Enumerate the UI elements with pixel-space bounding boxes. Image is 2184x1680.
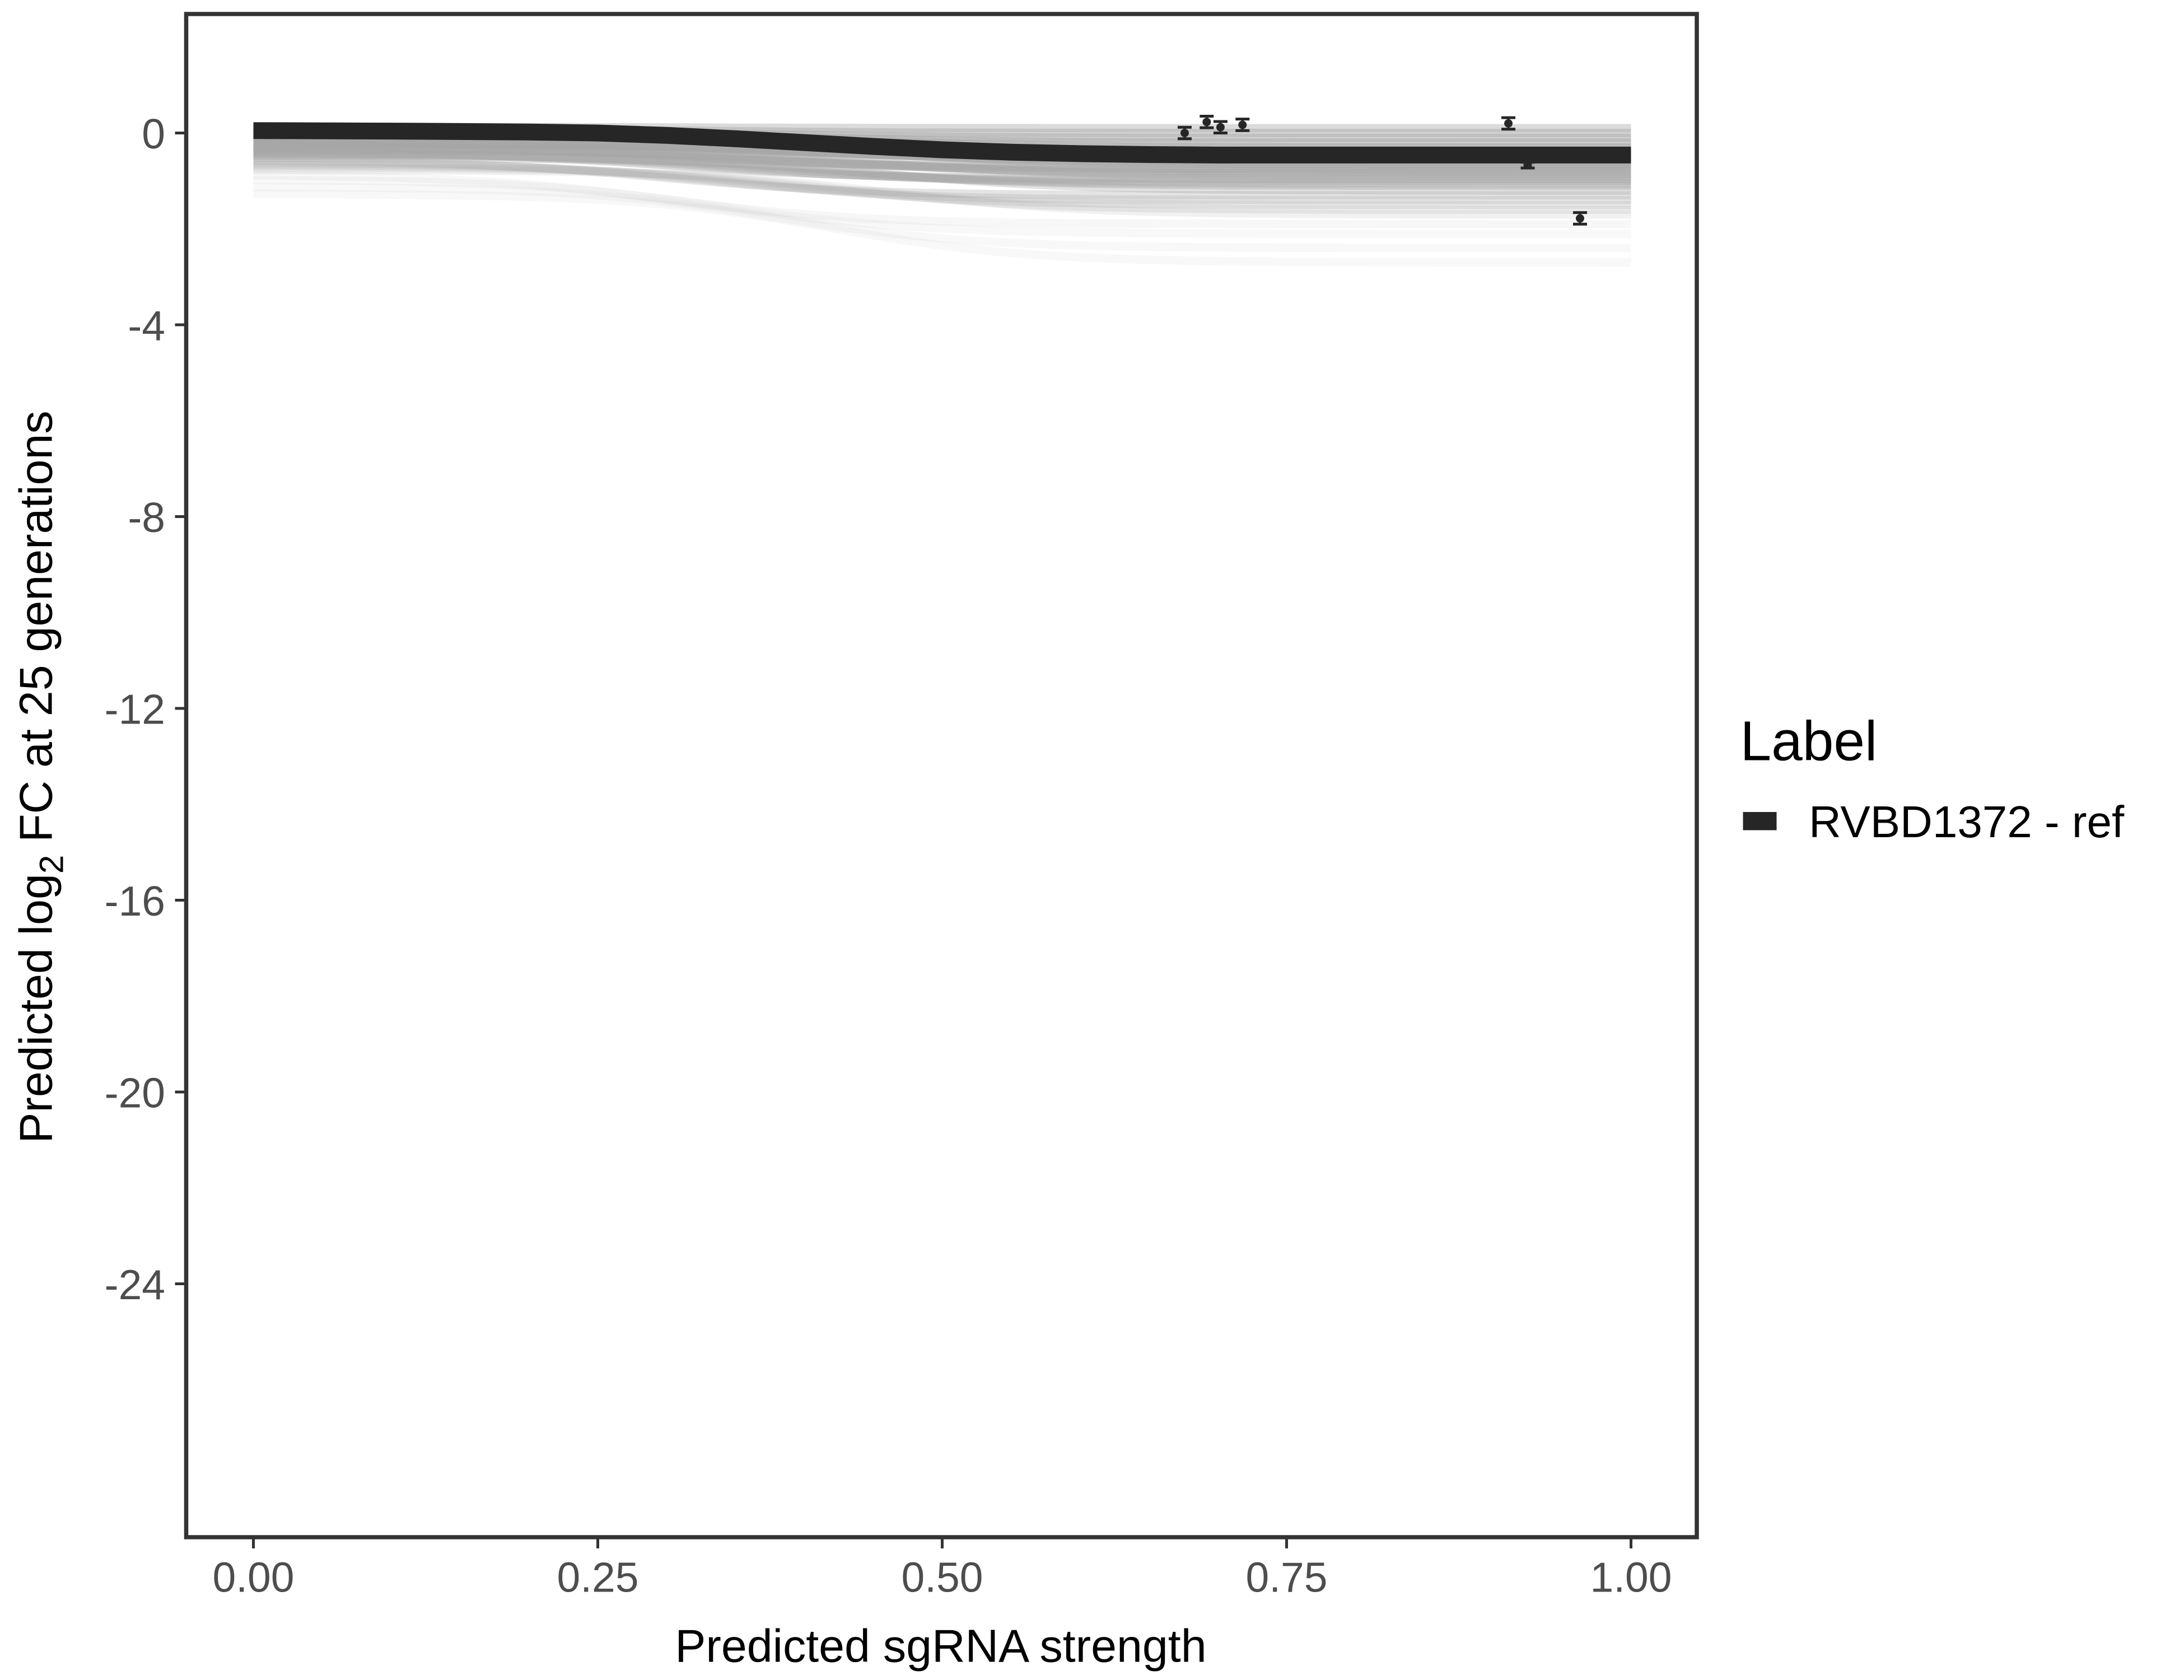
data-point	[1501, 116, 1516, 131]
posterior-draw-line	[253, 144, 1631, 176]
posterior-draw-line	[253, 149, 1631, 185]
y-tick-label: -24	[105, 1261, 165, 1308]
posterior-draw-line	[253, 158, 1631, 204]
y-axis-label: Predicted log2 FC at 25 generations	[11, 410, 71, 1143]
main-curve-group	[253, 122, 1631, 164]
posterior-draw-line	[253, 151, 1631, 190]
data-point	[1213, 120, 1228, 134]
posterior-draw-line	[253, 183, 1631, 253]
data-point	[1572, 211, 1587, 226]
posterior-draw-line	[253, 148, 1631, 183]
point-marker	[1180, 129, 1189, 137]
posterior-draw-line	[253, 176, 1631, 238]
posterior-draw-line	[253, 171, 1631, 228]
point-marker	[1504, 119, 1513, 128]
x-tick-label: 0.50	[902, 1554, 983, 1601]
posterior-draw-line	[253, 150, 1631, 188]
point-marker	[1575, 214, 1584, 223]
posterior-draw-line	[253, 161, 1631, 209]
y-tick-label: -16	[105, 878, 165, 925]
point-marker	[1523, 161, 1532, 170]
data-point	[1235, 118, 1250, 132]
y-tick-label: -20	[105, 1070, 165, 1117]
x-axis-label: Predicted sgRNA strength	[675, 1621, 1206, 1672]
point-marker	[1202, 118, 1211, 127]
legend-title: Label	[1740, 710, 1878, 773]
x-axis: 0.00 0.25 0.50 0.75 1.00	[213, 1537, 1672, 1601]
y-tick-label: -4	[128, 302, 165, 349]
point-marker	[1216, 123, 1225, 132]
point-marker	[1238, 120, 1247, 129]
posterior-draw-line	[253, 163, 1631, 214]
posterior-draw-line	[253, 142, 1631, 171]
legend-label-main: RVBD1372 - ref	[1809, 797, 2125, 847]
plot-panel	[186, 14, 1697, 1537]
y-tick-label: -12	[105, 686, 165, 733]
data-points	[1177, 115, 1587, 226]
posterior-draw-line	[253, 190, 1631, 267]
y-axis: 0 -4 -8 -12 -16 -20 -24	[105, 110, 186, 1308]
main-curve	[253, 122, 1631, 164]
posterior-draw-line	[253, 143, 1631, 174]
posterior-draw-line	[253, 153, 1631, 195]
legend-key-main	[1743, 812, 1777, 830]
data-point	[1200, 115, 1214, 129]
x-tick-label: 0.00	[213, 1554, 295, 1601]
x-tick-label: 0.25	[557, 1554, 639, 1601]
posterior-draw-line	[253, 145, 1631, 178]
x-tick-label: 1.00	[1590, 1554, 1672, 1601]
posterior-draw-line	[253, 166, 1631, 219]
x-tick-label: 0.75	[1246, 1554, 1328, 1601]
y-tick-label: 0	[142, 110, 165, 157]
posterior-draw-line	[253, 156, 1631, 200]
y-tick-label: -8	[128, 494, 165, 541]
data-point	[1177, 125, 1192, 141]
data-point	[1520, 161, 1535, 170]
posterior-draw-line	[253, 146, 1631, 180]
